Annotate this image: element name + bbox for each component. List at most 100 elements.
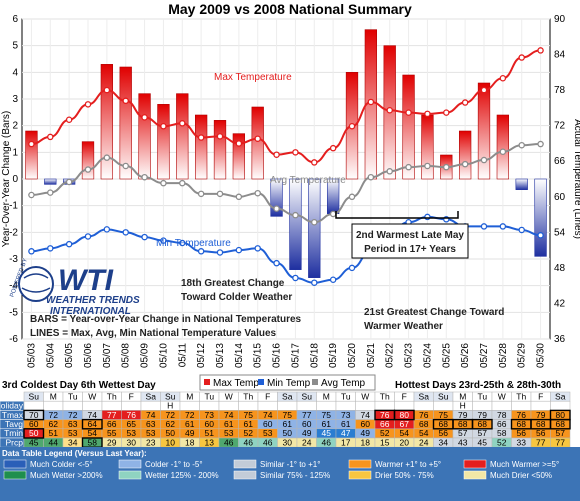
point-min-temp xyxy=(311,279,318,286)
day-label: Sa xyxy=(282,391,293,401)
table-cell-value: 61 xyxy=(244,419,254,429)
point-min-temp xyxy=(28,248,35,255)
table-cell-value: 66 xyxy=(107,419,117,429)
table-cell-value: 77 xyxy=(302,410,312,420)
left-tick-label: 0 xyxy=(12,174,18,185)
table-cell-value: 56 xyxy=(517,428,527,438)
x-tick-label: 05/25 xyxy=(441,343,452,368)
table-cell-value: 77 xyxy=(536,437,546,447)
left-tick-label: -6 xyxy=(9,334,18,345)
table-cell-value: 60 xyxy=(263,419,273,429)
table-cell-value: 80 xyxy=(556,410,566,420)
legend-swatch xyxy=(3,470,27,480)
left-tick-label: 6 xyxy=(12,14,18,25)
legend-swatch xyxy=(118,470,142,480)
point-min-temp xyxy=(160,237,167,244)
table-cell-value: 62 xyxy=(166,419,176,429)
legend-min-swatch xyxy=(258,379,264,385)
table-cell-value: 60 xyxy=(302,419,312,429)
table-cell-value: 57 xyxy=(458,428,468,438)
table-cell-value: 74 xyxy=(224,410,234,420)
highlight-box xyxy=(549,409,571,421)
colder-line2: Toward Colder Weather xyxy=(181,292,292,303)
min-temp-label: Min Temperature xyxy=(156,238,231,249)
legend-swatch xyxy=(3,459,27,469)
legend-avg-label: Avg Temp xyxy=(321,378,366,389)
point-min-temp xyxy=(537,232,544,239)
legend-min-label: Min Temp xyxy=(267,378,311,389)
left-tick-label: 1 xyxy=(12,147,18,158)
legend-entry: Colder -1° to -5° xyxy=(145,460,203,469)
left-tick-label: 5 xyxy=(12,41,18,52)
bar-05/09 xyxy=(138,93,151,180)
line-avg-temp xyxy=(31,143,541,224)
x-tick-label: 05/16 xyxy=(272,343,283,368)
day-label: W xyxy=(225,391,233,401)
table-cell-value: 68 xyxy=(419,419,429,429)
table-cell-value: 61 xyxy=(322,419,332,429)
point-max-temp xyxy=(160,123,167,130)
avg-temp-label: Avg Temperature xyxy=(270,175,346,186)
table-cell-value: 66 xyxy=(380,419,390,429)
lines-group xyxy=(28,47,544,286)
table-cell-value: 73 xyxy=(205,410,215,420)
point-max-temp xyxy=(197,134,205,141)
legend-entry: Warmer +1° to +5° xyxy=(375,460,441,469)
x-tick-label: 05/29 xyxy=(517,343,528,368)
day-label: Su xyxy=(438,391,449,401)
x-tick-label: 05/30 xyxy=(536,343,547,368)
point-max-temp xyxy=(273,151,280,158)
point-max-temp xyxy=(179,120,186,127)
right-tick-label: 54 xyxy=(554,227,566,238)
point-max-temp xyxy=(84,101,92,108)
table-cell-value: 61 xyxy=(341,419,351,429)
table-cell-value: 68 xyxy=(458,419,468,429)
table-cell-value: 52 xyxy=(380,428,390,438)
table-cell-value: 58 xyxy=(497,428,507,438)
table-cell-value: 50 xyxy=(29,428,39,438)
row-label: Tmax xyxy=(2,410,24,420)
colder-line1: 18th Greatest Change xyxy=(181,278,285,289)
point-avg-temp xyxy=(28,191,35,199)
table-cell-value: 68 xyxy=(439,419,449,429)
row-label: Prcp xyxy=(6,437,24,447)
table-cell-value: 51 xyxy=(205,428,215,438)
bar-05/27 xyxy=(477,82,491,180)
day-label: Su xyxy=(302,391,313,401)
day-label: M xyxy=(186,391,193,401)
table-cell-value: 30 xyxy=(283,437,293,447)
table-cell-value: 80 xyxy=(400,410,410,420)
point-avg-temp xyxy=(443,163,450,171)
table-cell-value: 68 xyxy=(478,419,488,429)
point-min-temp xyxy=(348,264,356,272)
legend-entry: Similar -1° to +1° xyxy=(260,460,320,469)
data-table: Su M Tu W Th F Sa Su M Tu W Th F Sa Su M Tu W Th F Sa Su M Tu W T… xyxy=(0,391,580,458)
table-cell-value: 75 xyxy=(322,410,332,420)
point-avg-temp xyxy=(461,160,469,168)
legend-entry: Much Drier <50% xyxy=(490,471,552,480)
table-cell-value: 76 xyxy=(127,410,137,420)
logo-line1: WEATHER TRENDS xyxy=(46,295,140,306)
highlight-box xyxy=(23,428,45,439)
point-max-temp xyxy=(235,140,243,147)
point-avg-temp xyxy=(235,193,243,201)
right-axis-ticks: 90 84 78 72 66 60 54 48 42 36 xyxy=(554,14,566,345)
point-min-temp xyxy=(292,274,299,282)
x-tick-label: 05/15 xyxy=(253,343,264,368)
table-cell-value: 49 xyxy=(302,428,312,438)
bar-05/15 xyxy=(251,106,264,180)
highlight-box xyxy=(23,409,45,421)
legend-swatch xyxy=(348,459,372,469)
right-tick-label: 48 xyxy=(554,263,566,274)
point-avg-temp xyxy=(273,205,280,212)
day-label: W xyxy=(498,391,506,401)
day-label: Th xyxy=(516,391,526,401)
day-label: W xyxy=(361,391,369,401)
table-cell-value: 45 xyxy=(29,437,39,447)
right-tick-label: 78 xyxy=(554,85,566,96)
table-cell-value: 56 xyxy=(439,428,449,438)
legend-swatch xyxy=(233,459,257,469)
chart-legend: Max Temp Min Temp Avg Temp xyxy=(199,374,376,391)
